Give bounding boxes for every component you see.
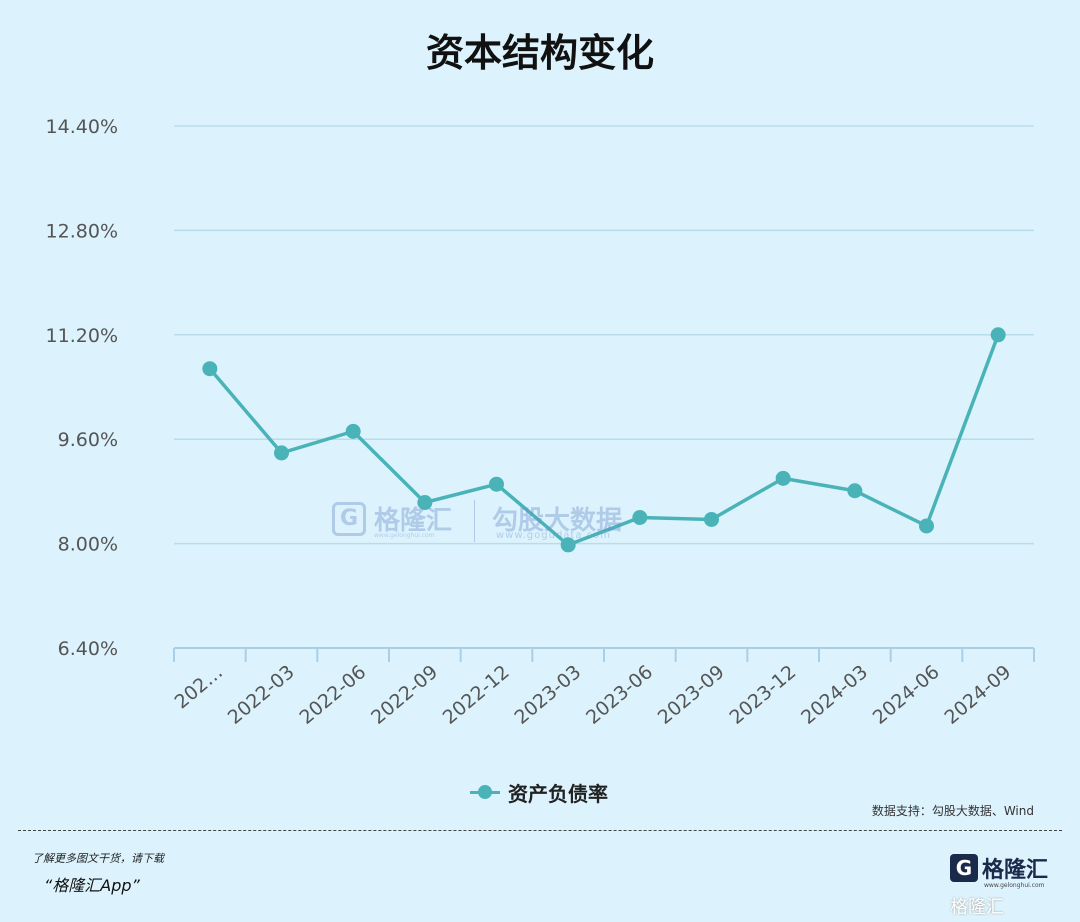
data-point: [632, 510, 648, 525]
data-point: [274, 445, 289, 461]
y-tick-label: 9.60%: [58, 429, 118, 451]
y-tick-label: 8.00%: [58, 534, 118, 556]
footer-note: 了解更多图文干货，请下载: [32, 852, 164, 865]
data-point: [775, 470, 791, 486]
data-point: [560, 537, 576, 553]
brand-logo: G 格隆汇 www.gelonghui.com 格隆汇: [950, 852, 1066, 918]
legend-label: 资产负债率: [508, 781, 608, 806]
x-tick-label: 2023-09: [654, 661, 729, 729]
data-point: [417, 494, 433, 510]
watermark-logo-icon: G: [332, 502, 366, 536]
chart-title: 资本结构变化: [425, 31, 654, 75]
legend-marker-icon: [470, 782, 500, 802]
x-tick-label: 2022-12: [439, 661, 514, 729]
watermark: G 格隆汇 www.gelonghui.com 勾股大数据 www.goguda…: [332, 496, 632, 548]
watermark-url: www.gogudata.com: [496, 530, 612, 541]
data-point: [990, 327, 1006, 343]
x-tick-label: 2022-03: [224, 661, 299, 729]
brand-url: www.gelonghui.com: [984, 882, 1045, 889]
data-point: [919, 518, 934, 534]
x-tick-label: 2022-06: [295, 661, 370, 729]
x-tick-label: 2024-09: [940, 661, 1015, 729]
y-tick-label: 11.20%: [46, 325, 118, 347]
brand-name: 格隆汇: [982, 858, 1049, 883]
data-point: [345, 423, 361, 439]
x-tick-label: 2023-03: [510, 661, 585, 729]
x-tick-label: 202…: [171, 661, 227, 713]
footer-app-name: “格隆汇App”: [44, 876, 140, 895]
watermark-name: 格隆汇: [374, 506, 453, 536]
x-tick-label: 2022-09: [367, 661, 442, 729]
data-point: [704, 511, 719, 527]
data-point: [202, 361, 218, 377]
brand-watermark: 格隆汇: [950, 897, 1004, 918]
x-tick-label: 2023-12: [725, 661, 800, 729]
watermark-tag: 勾股大数据: [492, 506, 623, 536]
line-chart: 14.40%12.80%11.20%9.60%8.00%6.40% 202…20…: [46, 116, 1035, 729]
footer-divider: [18, 830, 1062, 831]
x-tick-label: 2023-06: [582, 661, 657, 729]
data-point: [489, 476, 504, 492]
series-line: [208, 334, 1000, 547]
brand-g-icon: G: [950, 854, 978, 882]
source-note: 数据支持：勾股大数据、Wind: [871, 804, 1034, 818]
y-tick-label: 12.80%: [46, 220, 118, 242]
watermark-url-small: www.gelonghui.com: [374, 532, 435, 539]
y-tick-label: 14.40%: [46, 116, 118, 138]
y-tick-label: 6.40%: [58, 638, 118, 660]
chart-legend[interactable]: 资产负债率: [470, 778, 608, 806]
watermark-separator: [474, 500, 475, 542]
data-point: [847, 483, 863, 499]
x-tick-label: 2024-03: [797, 661, 872, 729]
x-tick-label: 2024-06: [869, 661, 944, 729]
